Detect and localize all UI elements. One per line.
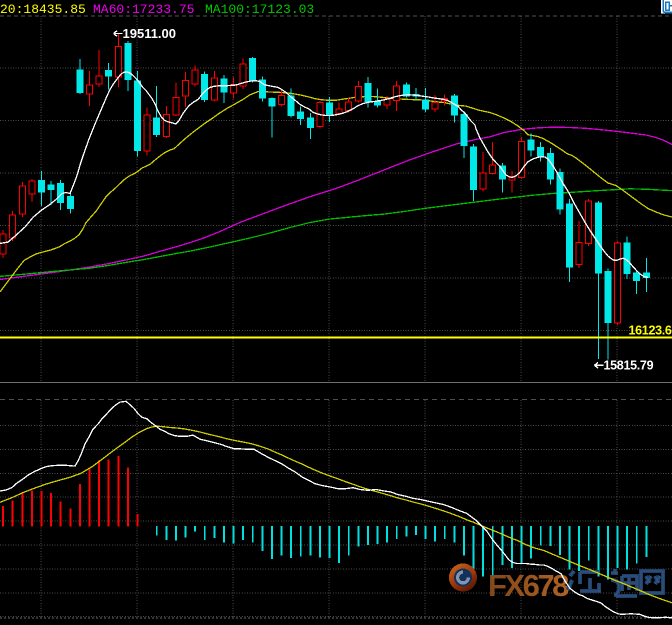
svg-text:FX678: FX678	[488, 568, 569, 603]
svg-text:MA100:17123.03: MA100:17123.03	[205, 2, 314, 17]
svg-text:20:18435.85: 20:18435.85	[0, 2, 86, 17]
svg-text:15815.79: 15815.79	[604, 359, 654, 373]
svg-text:MA60:17233.75: MA60:17233.75	[93, 2, 194, 17]
svg-text:19511.00: 19511.00	[123, 26, 177, 41]
svg-text:16123.62: 16123.62	[629, 324, 672, 338]
